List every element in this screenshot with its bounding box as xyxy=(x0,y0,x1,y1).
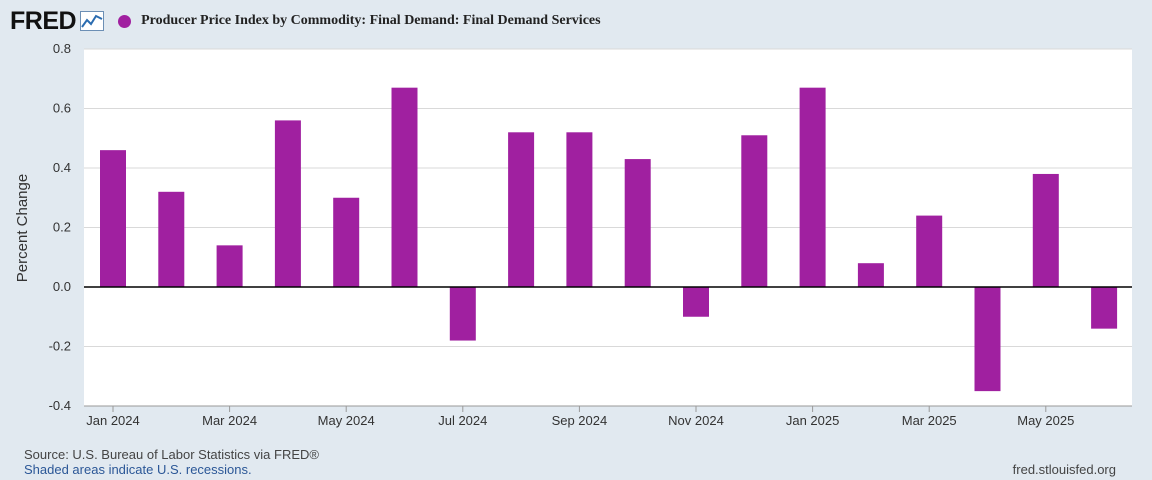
chart-header: FRED Producer Price Index by Commodity: … xyxy=(10,6,601,36)
y-axis-title: Percent Change xyxy=(14,174,31,282)
y-tick-label: -0.2 xyxy=(49,339,71,354)
x-tick-label: Jul 2024 xyxy=(438,413,487,428)
y-tick-label: 0.8 xyxy=(53,41,71,56)
chart-title: Producer Price Index by Commodity: Final… xyxy=(141,13,601,28)
bar-2025-06[interactable] xyxy=(1091,287,1118,329)
recession-note-link[interactable]: Shaded areas indicate U.S. recessions. xyxy=(24,462,252,477)
fred-logo-chart-icon xyxy=(80,11,105,31)
bar-2025-04[interactable] xyxy=(974,287,1001,392)
y-tick-label: 0.4 xyxy=(53,160,71,175)
bar-2025-05[interactable] xyxy=(1032,173,1059,287)
y-tick-label: -0.4 xyxy=(49,398,71,413)
bar-2025-01[interactable] xyxy=(799,87,826,287)
bar-2024-07[interactable] xyxy=(449,287,476,341)
bar-2024-11[interactable] xyxy=(683,287,709,317)
bar-2024-01[interactable] xyxy=(100,150,126,287)
x-tick-label: Jan 2025 xyxy=(786,413,840,428)
bar-2024-08[interactable] xyxy=(508,132,535,287)
x-tick-label: Jan 2024 xyxy=(86,413,140,428)
fred-logo[interactable]: FRED xyxy=(10,6,77,35)
bar-2024-06[interactable] xyxy=(391,87,418,287)
bar-2024-03[interactable] xyxy=(216,245,243,287)
bar-2025-03[interactable] xyxy=(916,215,943,287)
bar-2024-09[interactable] xyxy=(566,132,593,287)
bar-2024-12[interactable] xyxy=(741,135,768,287)
x-tick-label: Mar 2024 xyxy=(202,413,257,428)
bar-2024-04[interactable] xyxy=(274,120,301,288)
x-tick-label: Nov 2024 xyxy=(668,413,724,428)
x-tick-label: Sep 2024 xyxy=(552,413,608,428)
bar-2024-05[interactable] xyxy=(333,197,360,287)
x-tick-label: Mar 2025 xyxy=(902,413,957,428)
fred-url-link[interactable]: fred.stlouisfed.org xyxy=(1012,462,1116,477)
x-tick-label: May 2024 xyxy=(318,413,375,428)
x-tick-label: May 2025 xyxy=(1017,413,1074,428)
legend-series-marker xyxy=(118,14,132,28)
bar-2024-10[interactable] xyxy=(624,159,651,287)
y-tick-label: 0.0 xyxy=(53,279,71,294)
bar-2025-02[interactable] xyxy=(857,263,884,287)
source-note: Source: U.S. Bureau of Labor Statistics … xyxy=(24,447,319,462)
y-tick-label: 0.2 xyxy=(53,220,71,235)
bar-2024-02[interactable] xyxy=(158,191,185,287)
y-tick-label: 0.6 xyxy=(53,101,71,116)
